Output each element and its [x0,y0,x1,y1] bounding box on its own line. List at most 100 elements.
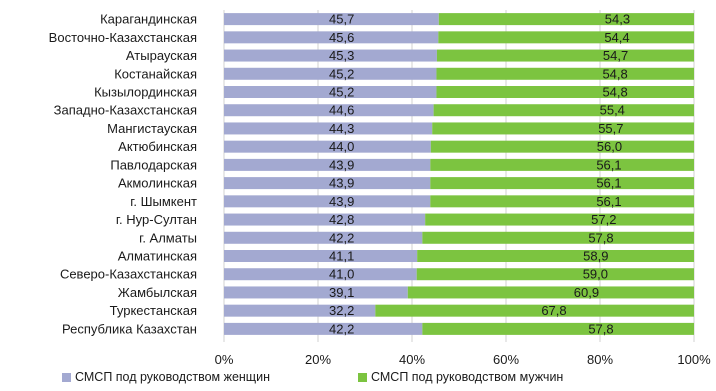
bar-women [224,122,433,135]
category-label: Северо-Казахстанская [60,267,197,282]
bar-men [407,286,694,299]
bar-men [375,304,694,317]
bar-men [430,177,694,190]
bar-women [224,213,426,226]
value-label-men: 58,9 [583,249,608,264]
value-label-women: 41,1 [329,249,354,264]
value-label-men: 56,1 [596,157,621,172]
bar-men [436,67,694,80]
category-label: Западно-Казахстанская [54,103,197,118]
value-label-women: 42,8 [329,212,354,227]
x-tick-label: 100% [677,352,711,367]
value-labels: 45,7 54,3 45,6 54,4 45,3 54,7 45,2 54,8 45,2 54,8… [329,12,630,337]
x-axis-ticks: 0% 20% 40% 60% 80% 100% [215,352,711,367]
category-label: Кызылординская [94,85,197,100]
category-label: Павлодарская [110,157,197,172]
value-label-men: 54,4 [604,30,629,45]
value-label-women: 43,9 [329,194,354,209]
x-tick-label: 60% [493,352,519,367]
bar-men [422,322,694,335]
value-label-men: 55,4 [600,103,625,118]
value-label-women: 45,6 [329,30,354,45]
legend: СМСП под руководством женщин СМСП под рук… [62,370,563,384]
category-label: Атырауская [126,48,197,63]
bar-women [224,158,431,171]
legend-swatch-women [62,373,71,382]
bar-men [430,140,694,153]
category-label: Республика Казахстан [62,321,197,336]
category-label: Актюбинская [118,139,197,154]
value-label-women: 41,0 [329,267,354,282]
bar-women [224,268,417,281]
bar-men [416,268,694,281]
x-tick-label: 0% [215,352,234,367]
bars-layer [224,13,694,335]
x-tick-label: 20% [305,352,331,367]
value-label-women: 44,0 [329,139,354,154]
value-label-women: 45,2 [329,66,354,81]
value-label-men: 56,1 [596,176,621,191]
legend-swatch-men [358,373,367,382]
category-label: Восточно-Казахстанская [49,30,197,45]
bar-women [224,86,437,98]
category-label: Жамбылская [118,285,197,300]
category-label: Костанайская [114,66,197,81]
bar-men [430,158,694,171]
bar-women [224,250,418,262]
bar-men [438,13,694,26]
category-label: г. Нур-Султан [116,212,197,227]
value-label-women: 45,3 [329,48,354,63]
category-label: Мангистауская [107,121,197,136]
value-label-men: 59,0 [583,267,608,282]
value-label-men: 56,1 [596,194,621,209]
legend-label-women: СМСП под руководством женщин [75,370,270,384]
value-label-women: 43,9 [329,176,354,191]
value-label-men: 54,7 [603,48,628,63]
category-label: г. Алматы [139,230,197,245]
value-label-men: 54,8 [602,66,627,81]
value-label-men: 57,8 [588,230,613,245]
bar-women [224,104,434,117]
bar-men [422,231,694,244]
value-label-men: 60,9 [574,285,599,300]
value-label-women: 44,6 [329,103,354,118]
value-label-men: 57,2 [591,212,616,227]
value-label-women: 39,1 [329,285,354,300]
value-label-women: 42,2 [329,321,354,336]
value-label-women: 42,2 [329,230,354,245]
bar-men [433,104,694,117]
value-label-women: 44,3 [329,121,354,136]
bar-men [430,195,694,208]
category-label: г. Шымкент [130,194,197,209]
bar-women [224,195,431,208]
x-tick-label: 80% [587,352,613,367]
bar-women [224,231,423,244]
bar-women [224,322,423,335]
category-label: Алматинская [118,249,197,264]
bar-men [436,49,694,62]
value-label-women: 43,9 [329,157,354,172]
value-label-men: 57,8 [588,321,613,336]
bar-women [224,31,439,44]
category-label: Карагандинская [100,12,197,27]
value-label-men: 67,8 [541,303,566,318]
value-label-men: 54,3 [605,12,630,27]
bar-women [224,67,437,80]
category-labels: Карагандинская Восточно-Казахстанская Атыр… [49,12,197,337]
x-tick-label: 40% [399,352,425,367]
value-label-women: 45,7 [329,12,354,27]
legend-label-men: СМСП под руководством мужчин [371,370,563,384]
value-label-men: 56,0 [597,139,622,154]
value-label-men: 54,8 [602,85,627,100]
bar-men [417,250,694,262]
category-label: Туркестанская [110,303,197,318]
bar-men [436,86,694,98]
bar-women [224,304,376,317]
bar-men [438,31,694,44]
bar-women [224,177,431,190]
bar-women [224,140,431,153]
category-label: Акмолинская [118,176,197,191]
bar-women [224,13,439,26]
bar-men [432,122,694,135]
